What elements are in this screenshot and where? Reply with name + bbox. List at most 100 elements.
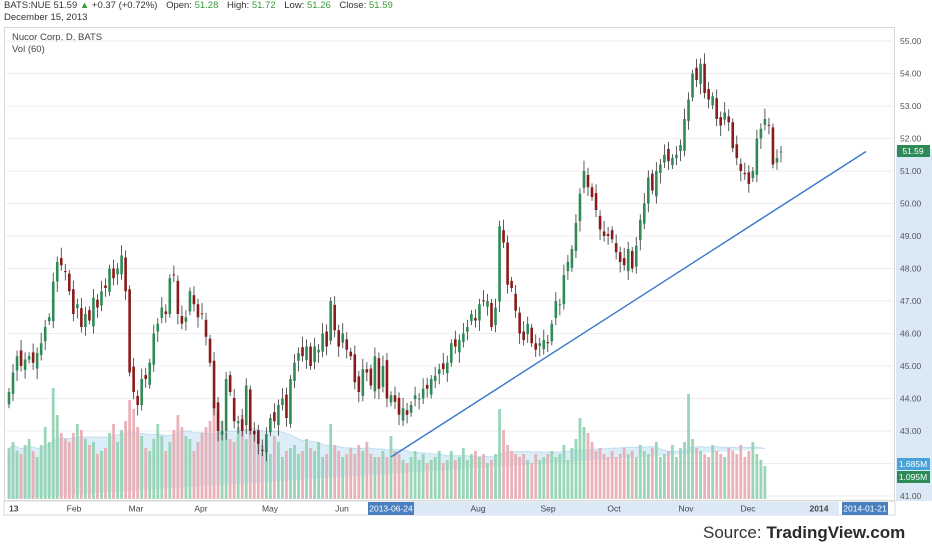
candle-body: [80, 308, 83, 327]
volume-bar: [381, 451, 385, 499]
volume-bar: [622, 448, 626, 499]
source-prefix: Source:: [703, 523, 762, 542]
candle-body: [699, 63, 702, 84]
volume-bar: [763, 466, 767, 499]
candle-body: [667, 148, 670, 162]
candle-body: [15, 356, 19, 371]
volume-bar: [401, 460, 405, 499]
volume-bar: [236, 427, 240, 499]
volume-bar: [602, 454, 606, 499]
y-tick-label: 47.00: [900, 296, 922, 306]
volume-bar: [646, 454, 650, 499]
volume-bar: [200, 433, 204, 499]
candle-body: [27, 356, 31, 360]
volume-bar: [369, 454, 373, 499]
volume-bar: [15, 451, 19, 499]
volume-bar: [522, 454, 526, 499]
volume-bar: [675, 457, 678, 499]
candle-body: [445, 362, 449, 374]
volume-bar: [502, 430, 505, 499]
candle-body: [647, 177, 650, 204]
volume-badge: 1.095M: [897, 471, 930, 483]
symbol-name: BATS:NUE: [4, 0, 51, 11]
high-label: High:: [227, 0, 250, 11]
candle-body: [212, 360, 216, 409]
volume-bar: [27, 439, 31, 499]
candle-body: [393, 395, 397, 402]
chart-title: Nucor Corp, D, BATS: [12, 32, 103, 43]
candle-body: [566, 262, 570, 272]
volume-bar: [755, 454, 759, 499]
candle-body: [490, 302, 493, 327]
volume-bar: [417, 460, 421, 499]
price-chart[interactable]: 55.00 54.00 53.00 52.00 51.00 50.00 49.00 48.00…: [0, 0, 932, 520]
volume-bar: [385, 457, 389, 499]
candle-body: [196, 304, 200, 318]
volume-bar: [23, 445, 27, 499]
volume-bar: [256, 439, 260, 499]
volume-bar: [132, 409, 136, 499]
candle-body: [474, 317, 477, 321]
candle-body: [506, 242, 509, 285]
y-tick-label: 49.00: [900, 231, 922, 241]
candle-body: [84, 314, 87, 327]
candle-body: [707, 89, 710, 100]
volume-bar: [220, 421, 224, 499]
volume-bar: [421, 454, 425, 499]
candle-body: [204, 319, 208, 337]
date-start-text: 2013-06-24: [369, 504, 413, 514]
low-label: Low:: [284, 0, 305, 11]
candle-body: [373, 356, 377, 392]
candle-body: [522, 331, 525, 340]
candle-body: [401, 408, 405, 421]
candle-body: [88, 310, 91, 321]
up-arrow-icon: ▲: [79, 0, 90, 11]
candle-body: [104, 285, 107, 288]
volume-bar: [172, 430, 176, 499]
volume-bar: [188, 439, 192, 499]
symbol-header: BATS:NUE 51.59 ▲ +0.37 (+0.72%) Open: 51…: [4, 0, 393, 24]
volume-bar: [43, 427, 47, 499]
volume-bar: [321, 457, 325, 499]
volume-bar: [638, 445, 642, 499]
volume-bar: [634, 457, 638, 499]
volume-bar: [433, 457, 437, 499]
candle-body: [679, 145, 682, 151]
volume-bar: [208, 421, 212, 499]
volume-bar: [445, 460, 449, 499]
candle-body: [51, 281, 55, 322]
volume-bar: [425, 463, 429, 499]
candle-body: [47, 317, 51, 322]
volume-bar: [212, 403, 216, 499]
volume-bar: [11, 442, 15, 499]
volume-bar: [152, 439, 156, 499]
volume-bar: [156, 424, 160, 499]
candle-body: [462, 333, 465, 342]
volume-bar: [654, 442, 658, 499]
candle-body: [184, 317, 188, 322]
candle-body: [273, 412, 276, 422]
volume-bar: [180, 427, 184, 499]
volume-bar: [679, 448, 682, 499]
candle-body: [59, 258, 63, 266]
volume-bar: [409, 457, 413, 499]
candle-body: [11, 372, 15, 394]
candle-body: [703, 63, 706, 93]
volume-bar: [204, 427, 208, 499]
volume-bar: [514, 454, 518, 499]
volume-bar: [719, 454, 723, 499]
candle-body: [140, 379, 143, 405]
volume-bar: [658, 457, 662, 499]
candle-body: [739, 163, 743, 171]
volume-bar: [457, 457, 461, 499]
candle-body: [39, 343, 43, 355]
volume-bar: [506, 445, 509, 499]
volume-bar: [469, 454, 473, 499]
candle-body: [775, 158, 779, 163]
tradingview-logo: TradingView.com: [766, 523, 906, 542]
y-tick-label: 53.00: [900, 101, 922, 111]
volume-bar: [610, 451, 614, 499]
trend-line[interactable]: [390, 150, 867, 458]
candle-body: [385, 360, 389, 399]
candle-body: [449, 343, 453, 363]
